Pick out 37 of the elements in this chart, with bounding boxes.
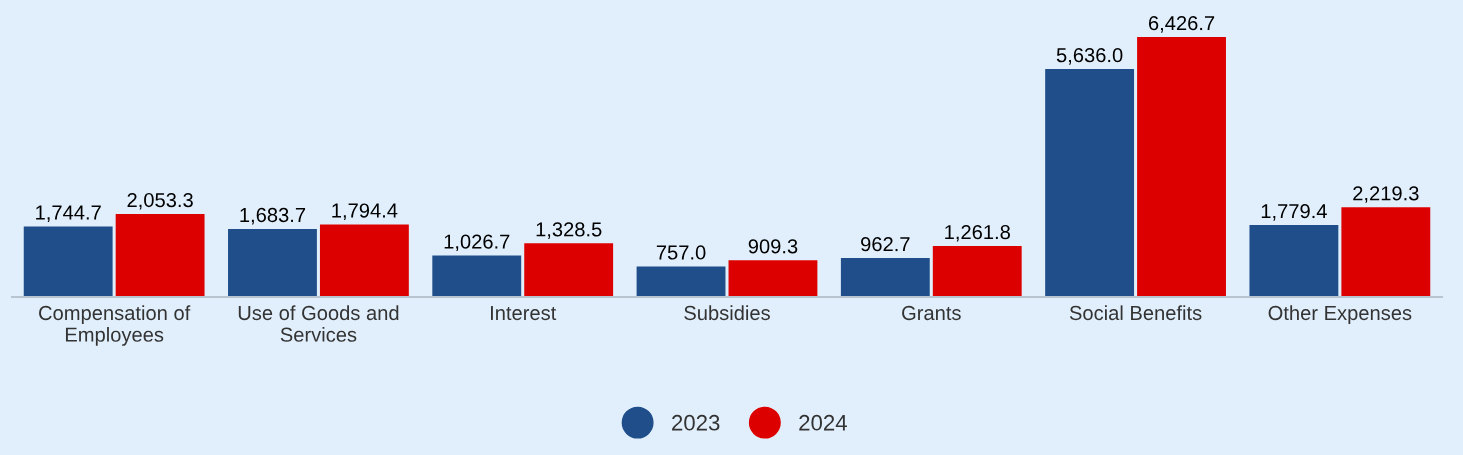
x-tick-label: Subsidies (684, 305, 770, 321)
data-label: 1,779.4 (1261, 204, 1327, 221)
x-tick-label: Grants (902, 305, 961, 321)
bar (1045, 69, 1135, 297)
x-tick-label: Social Benefits (1069, 305, 1202, 321)
x-tick-label: Use of Goods and Services (238, 305, 399, 342)
data-label: 1,328.5 (536, 222, 602, 239)
legend-label: 2024 (799, 414, 847, 431)
bar (1137, 37, 1226, 297)
bar (932, 245, 1022, 297)
data-label: 1,261.8 (945, 224, 1010, 242)
bar (840, 258, 930, 297)
legend-label: 2023 (672, 414, 720, 431)
data-label: 5,636.0 (1056, 48, 1123, 65)
x-tick-label: Interest (491, 306, 557, 321)
bar (1249, 225, 1339, 297)
data-label: 909.3 (748, 239, 798, 254)
x-tick-label: Other Expenses (1268, 305, 1412, 325)
bar (636, 266, 726, 297)
data-label: 6,426.7 (1148, 16, 1215, 33)
data-label: 1,794.4 (332, 203, 398, 221)
data-label: 962.7 (861, 237, 910, 252)
bar (432, 255, 522, 297)
bar (228, 228, 317, 297)
bar (23, 226, 113, 297)
data-label: 1,683.7 (240, 207, 306, 225)
x-tick-label: Compensation of Employees (39, 305, 191, 346)
data-label: 1,744.7 (36, 205, 101, 223)
data-label: 1,026.7 (444, 234, 510, 252)
bar (319, 224, 409, 297)
bar (115, 213, 205, 297)
data-label: 757.0 (656, 245, 706, 260)
data-label: 2,219.3 (1353, 186, 1419, 203)
bar (728, 260, 818, 297)
bar (1341, 207, 1431, 297)
data-label: 2,053.3 (127, 192, 193, 210)
bar (524, 243, 614, 297)
